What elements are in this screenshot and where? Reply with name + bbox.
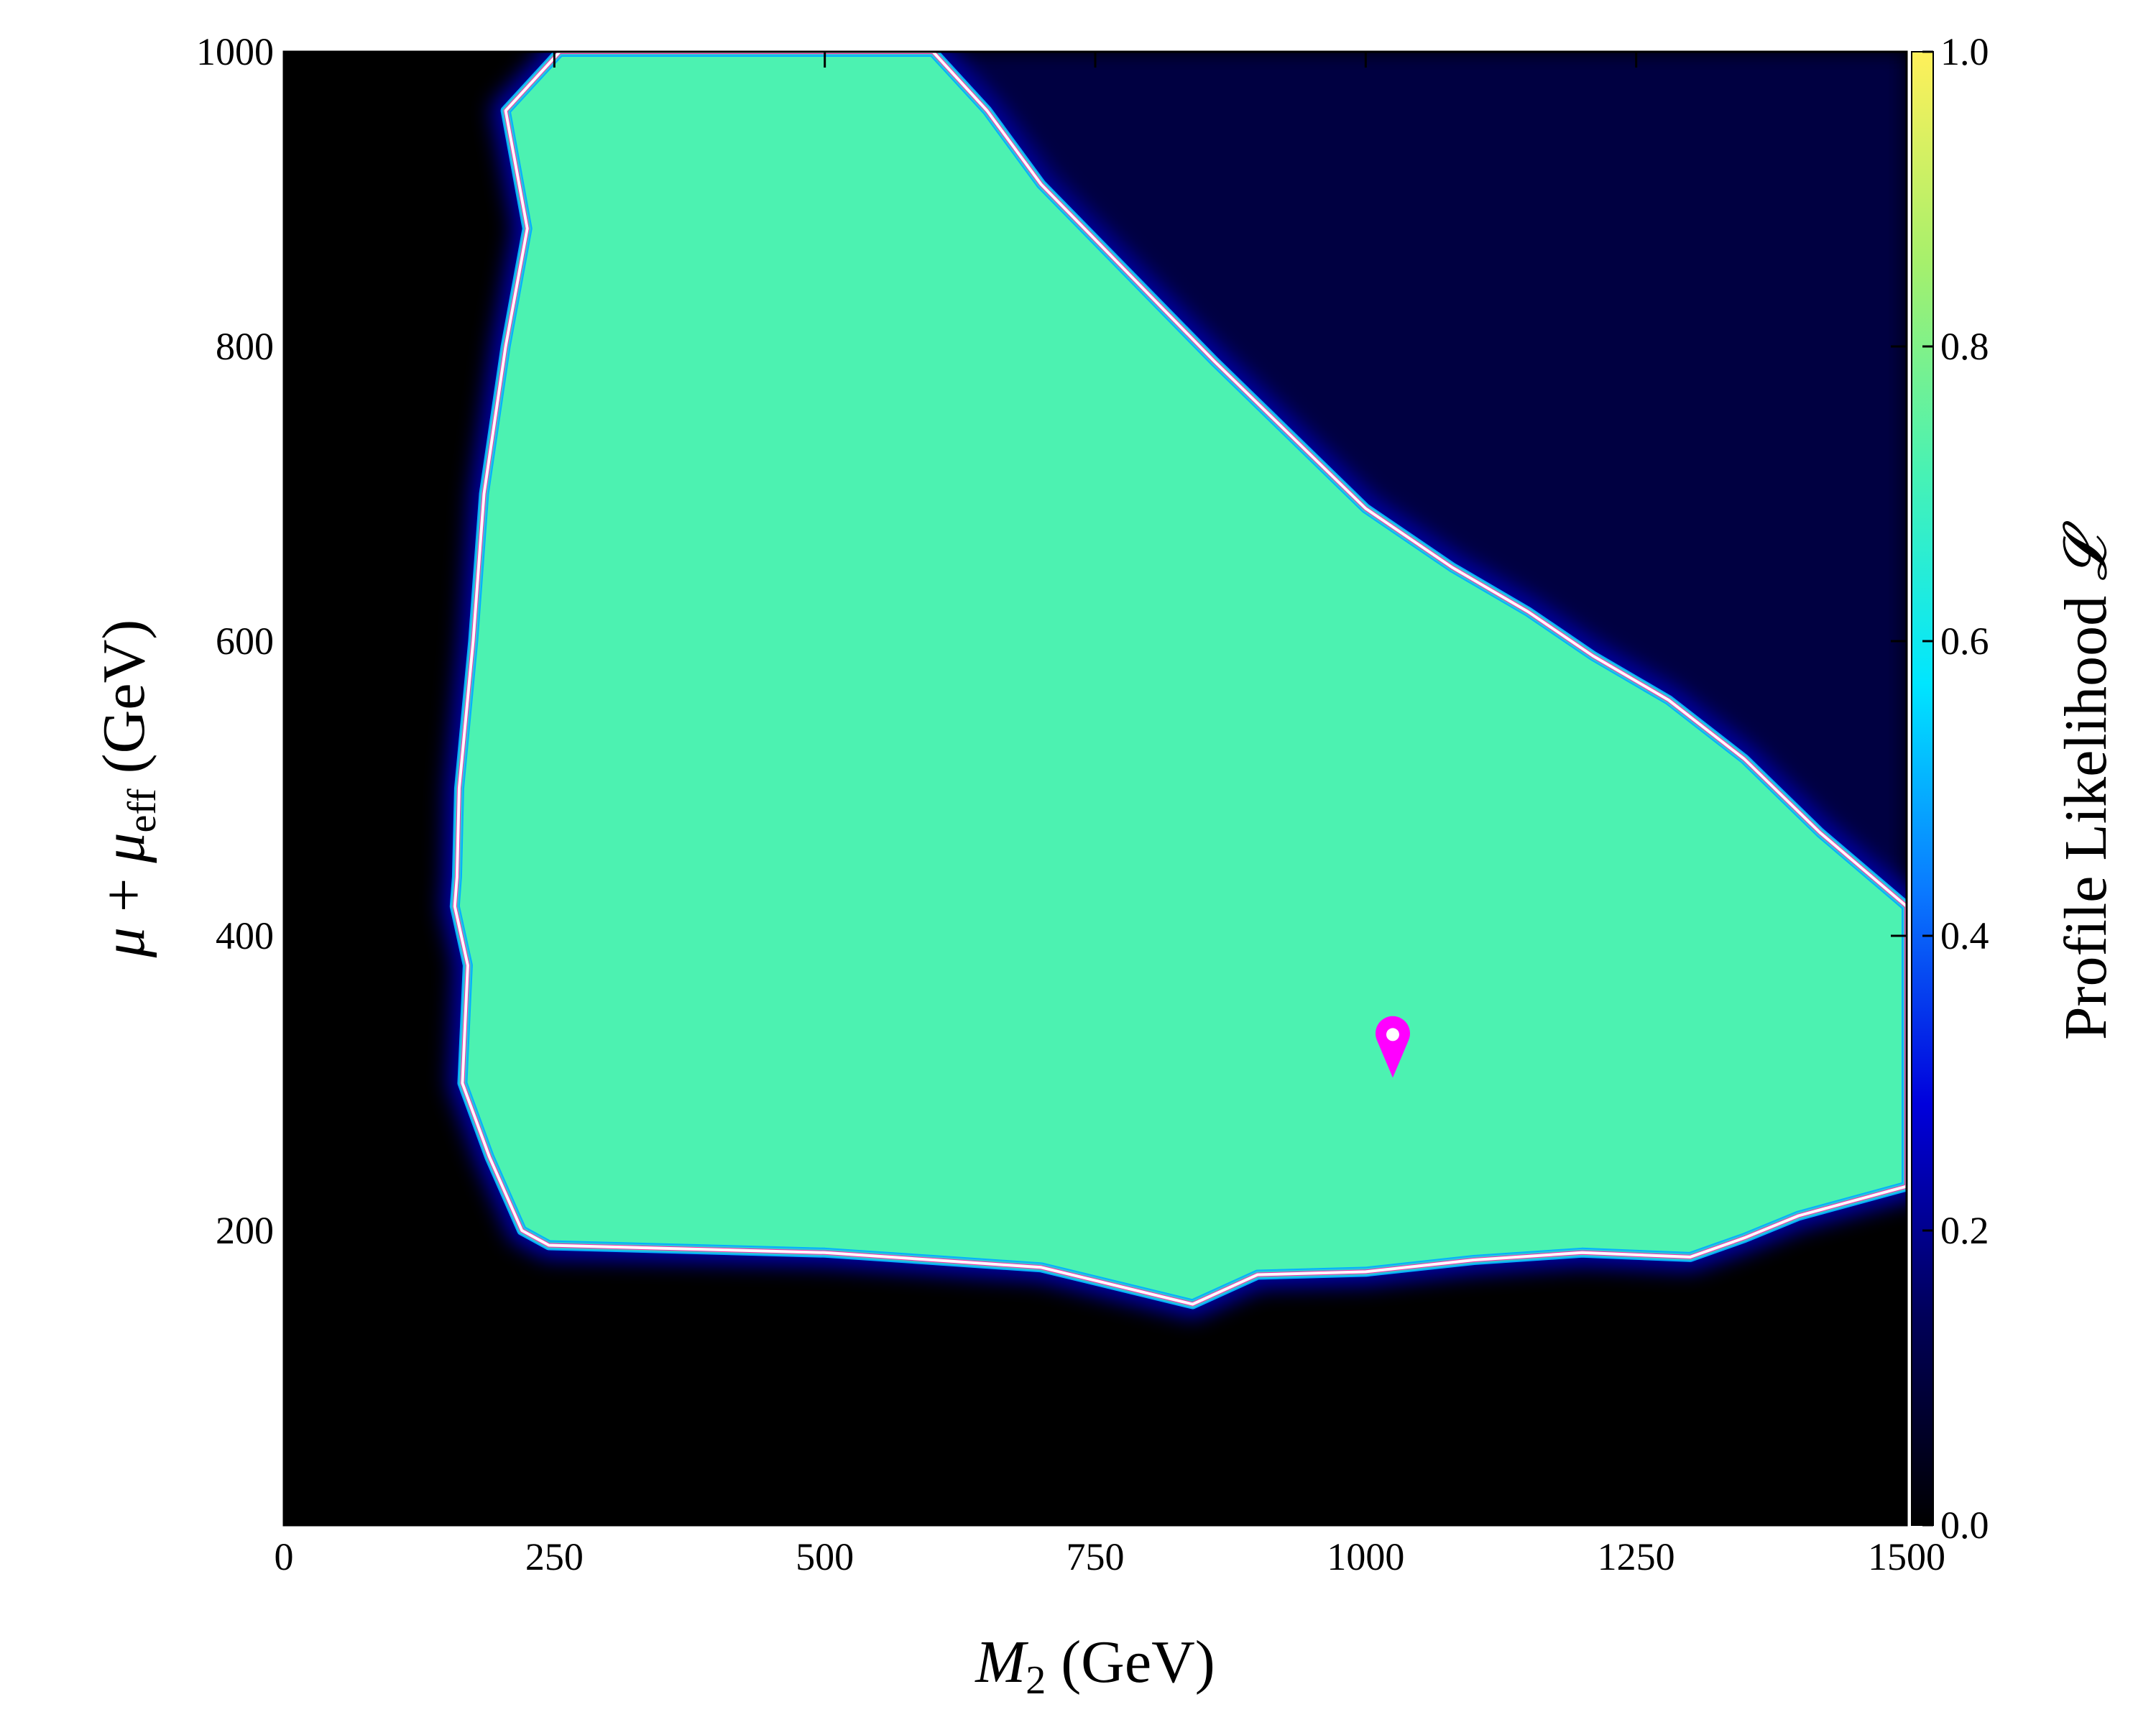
heatmap-layer — [440, 52, 1907, 1319]
contour-layer — [452, 52, 1907, 1307]
colorbar-tick-label: 0.0 — [1940, 1504, 1989, 1547]
y-axis-label: μ + μeff (GeV) — [91, 620, 165, 958]
colorbar-tick-label: 0.2 — [1940, 1209, 1989, 1252]
x-tick-label: 250 — [525, 1535, 584, 1578]
x-tick-label: 1500 — [1868, 1535, 1945, 1578]
marker-dot — [1386, 1028, 1399, 1041]
y-tick-label: 800 — [216, 325, 274, 368]
colorbar — [1911, 51, 1934, 1526]
colorbar-ticks: 0.0 0.2 0.4 0.6 0.8 1.0 — [1922, 30, 1989, 1547]
y-tick-label: 200 — [216, 1209, 274, 1252]
y-tick-label: 1000 — [196, 30, 274, 73]
x-tick-label: 500 — [796, 1535, 854, 1578]
y-tick-label: 400 — [216, 914, 274, 957]
x-tick-label: 1250 — [1598, 1535, 1675, 1578]
x-axis-label: M2 (GeV) — [975, 1629, 1215, 1703]
x-axis-ticks: 0 250 500 750 1000 1250 1500 — [275, 52, 1945, 1578]
colorbar-tick-label: 0.6 — [1940, 620, 1989, 663]
y-axis-ticks: 200 400 600 800 1000 — [196, 30, 1907, 1453]
colorbar-label: Profile Likelihood 𝓛 — [2053, 520, 2119, 1040]
colorbar-tick-label: 0.4 — [1940, 914, 1989, 957]
y-tick-label: 600 — [216, 620, 274, 663]
contour-line — [453, 52, 1907, 1306]
x-tick-label: 0 — [275, 1535, 294, 1578]
best-fit-marker — [1375, 1016, 1410, 1078]
colorbar-tick-label: 1.0 — [1940, 30, 1989, 73]
x-tick-label: 750 — [1067, 1535, 1125, 1578]
x-tick-label: 1000 — [1327, 1535, 1404, 1578]
colorbar-tick-label: 0.8 — [1940, 325, 1989, 368]
marker-pin — [1375, 1016, 1410, 1078]
